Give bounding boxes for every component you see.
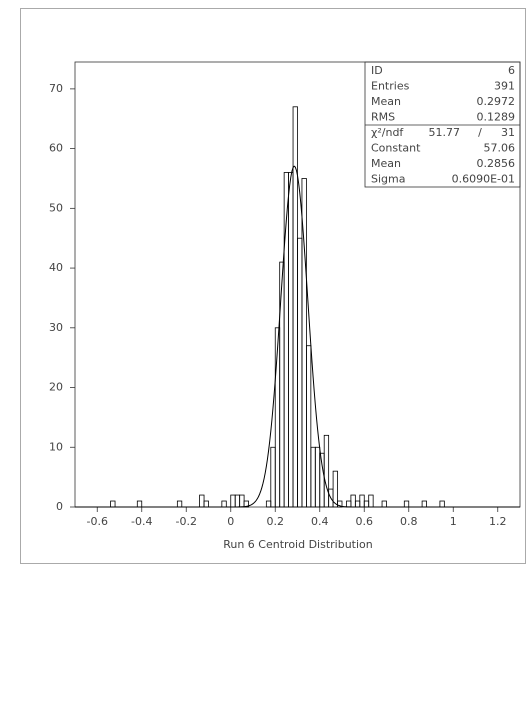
stats-label: RMS: [371, 111, 395, 124]
bar: [301, 178, 307, 508]
bar: [176, 500, 183, 508]
bar: [288, 172, 294, 508]
bar: [310, 446, 316, 508]
x-tick-label: -0.6: [87, 515, 108, 528]
bar: [265, 500, 272, 508]
bar: [359, 494, 365, 508]
stats-value: 0.1289: [477, 111, 516, 124]
chi2-sep: /: [478, 126, 482, 139]
bar: [270, 446, 276, 508]
bar: [421, 500, 427, 508]
fit-value: 57.06: [484, 142, 516, 155]
x-tick-label: 0.4: [311, 515, 329, 528]
frame: [20, 8, 526, 564]
x-tick-label: -0.4: [131, 515, 152, 528]
bar: [363, 500, 370, 508]
bar: [350, 494, 356, 508]
x-tick-label: -0.2: [176, 515, 197, 528]
bar: [439, 500, 445, 508]
bar: [243, 500, 249, 508]
fit-curve: [75, 165, 520, 508]
y-tick-label: 0: [56, 500, 63, 513]
bar: [199, 494, 205, 508]
stats-value: 6: [508, 64, 515, 77]
x-tick-label: 0.8: [400, 515, 418, 528]
y-tick-label: 50: [49, 201, 63, 214]
chi2-value: 51.77: [429, 126, 461, 139]
y-tick-label: 20: [49, 381, 63, 394]
bar: [332, 470, 338, 508]
x-tick-label: 0.6: [356, 515, 374, 528]
x-tick-label: 1.2: [489, 515, 507, 528]
stats-label: Entries: [371, 80, 410, 93]
x-tick-label: 0: [227, 515, 234, 528]
chi2-label: χ²/ndf: [371, 126, 404, 139]
fit-value: 0.2856: [477, 157, 516, 170]
bar: [110, 500, 116, 508]
bar: [323, 434, 330, 508]
bar: [203, 500, 209, 508]
x-tick-label: 0.2: [267, 515, 285, 528]
fit-label: Sigma: [371, 173, 405, 186]
stats-label: Mean: [371, 95, 401, 108]
stats-value: 0.2972: [477, 95, 516, 108]
bar: [354, 500, 361, 508]
bar: [305, 345, 312, 508]
fit-label: Mean: [371, 157, 401, 170]
fit-value: 0.6090E-01: [452, 173, 515, 186]
stats-label: ID: [371, 64, 383, 77]
bar: [314, 446, 321, 508]
y-tick-label: 70: [49, 82, 63, 95]
bar: [337, 500, 343, 508]
y-tick-label: 30: [49, 321, 63, 334]
y-tick-label: 10: [49, 440, 63, 453]
bar: [234, 494, 241, 508]
bar: [381, 500, 387, 508]
bar: [239, 494, 245, 508]
y-tick-label: 40: [49, 261, 63, 274]
bar: [221, 500, 227, 508]
bar: [403, 500, 410, 508]
bar: [368, 494, 374, 508]
x-axis-label: Run 6 Centroid Distribution: [223, 538, 373, 551]
chi2-ndf: 31: [501, 126, 515, 139]
y-tick-label: 60: [49, 142, 63, 155]
stats-box: [364, 61, 521, 188]
bar: [230, 494, 236, 508]
bar: [346, 500, 352, 508]
fit-label: Constant: [371, 142, 421, 155]
bar: [136, 500, 143, 508]
bar: [297, 237, 303, 508]
x-tick-label: 1: [450, 515, 457, 528]
stats-value: 391: [494, 80, 515, 93]
